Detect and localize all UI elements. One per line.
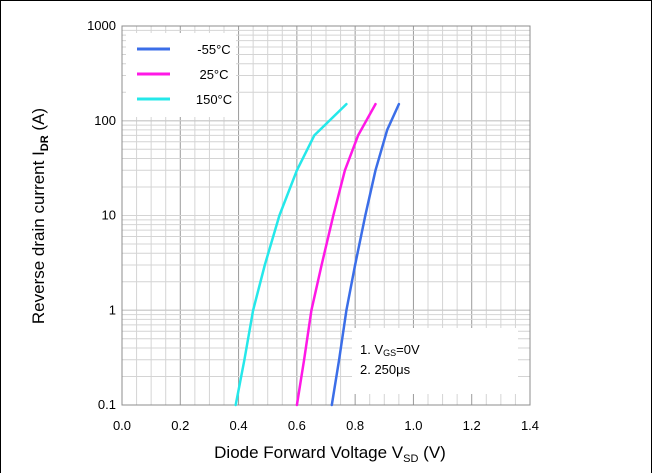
x-tick-label: 0.2 [171, 418, 189, 433]
x-tick-label: 0.8 [346, 418, 364, 433]
series-layer [234, 102, 401, 407]
legend-label: 25°C [199, 67, 228, 82]
series-line-0 [330, 102, 401, 407]
x-tick-label: 1.0 [404, 418, 422, 433]
legend-label: -55°C [197, 42, 230, 57]
x-axis-label: Diode Forward Voltage VSD (V) [214, 443, 446, 465]
series-line-1 [295, 102, 377, 407]
x-tick-label: 0.4 [230, 418, 248, 433]
legend: -55°C 25°C 150°C [126, 33, 236, 117]
legend-label: 150°C [196, 92, 232, 107]
y-axis-label: Reverse drain current IDR (A) [29, 108, 51, 324]
y-tick-label: 0.1 [98, 397, 116, 412]
x-tick-labels: 0.0 0.2 0.4 0.6 0.8 1.0 1.2 1.4 [113, 418, 539, 433]
y-tick-label: 100 [94, 113, 116, 128]
x-tick-label: 1.4 [521, 418, 539, 433]
y-tick-label: 1 [109, 302, 116, 317]
condition-pulse: 2. 250μs [360, 362, 411, 377]
test-conditions-box: 1. VGS=0V 2. 250μs [352, 328, 518, 394]
y-tick-label: 1000 [87, 18, 116, 33]
condition-vgs: 1. VGS=0V [360, 342, 420, 358]
y-tick-label: 10 [102, 208, 116, 223]
x-tick-label: 0.0 [113, 418, 131, 433]
series-line-2 [234, 102, 348, 407]
x-tick-label: 1.2 [463, 418, 481, 433]
plot-area-border [121, 25, 531, 406]
y-tick-labels: 0.1 1 10 100 1000 [87, 18, 116, 412]
x-tick-label: 0.6 [288, 418, 306, 433]
